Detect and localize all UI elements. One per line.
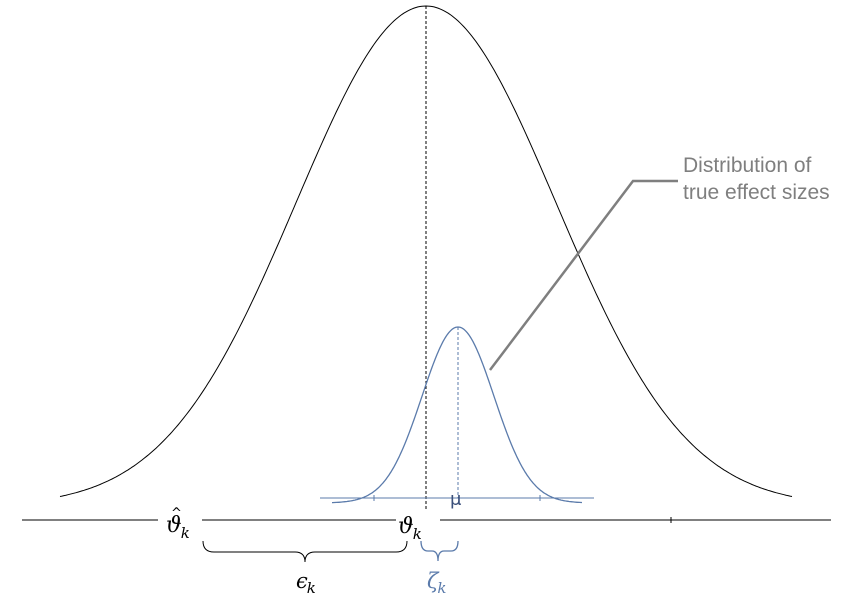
epsilon-k-label: ϵk — [296, 569, 316, 597]
true-effect-distribution-curve — [332, 326, 582, 504]
theta-k-label: ϑk — [396, 509, 440, 543]
hat-accent: ^ — [171, 506, 182, 521]
theta-hat-k-label: ϑk ^ — [158, 506, 202, 542]
true-effect-callout-label: Distribution of true effect sizes — [683, 152, 830, 206]
zeta-brace — [420, 540, 459, 562]
svg-text:ϑk: ϑk — [166, 513, 190, 542]
callout-line-1: Distribution of — [683, 154, 812, 177]
mu-label: μ — [450, 489, 462, 510]
callout-line-2: true effect sizes — [683, 181, 830, 204]
zeta-k-label: ζk — [427, 569, 446, 597]
epsilon-brace — [202, 540, 408, 563]
svg-text:ϑk: ϑk — [398, 514, 422, 543]
callout-connector-line — [489, 179, 678, 371]
